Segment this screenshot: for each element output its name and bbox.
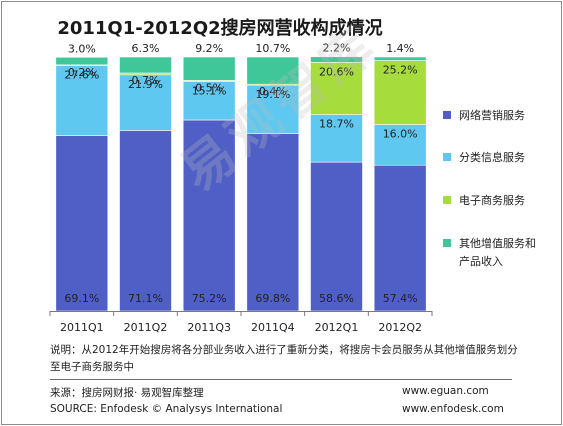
data-label: 69.8%	[255, 292, 290, 305]
data-label: 18.7%	[319, 118, 354, 131]
bar-segment	[373, 164, 427, 312]
data-label: 10.7%	[255, 42, 290, 55]
data-label: 6.3%	[132, 42, 160, 55]
bar-segment	[119, 130, 172, 312]
x-tick-label: 2011Q3	[187, 321, 231, 334]
legend-swatch	[443, 196, 451, 204]
bar-segment	[310, 56, 363, 63]
x-tick-label: 2012Q1	[315, 321, 359, 334]
x-tick-label: 2011Q1	[60, 321, 104, 334]
source-url-enfodesk: www.enfodesk.com	[402, 403, 504, 415]
data-label: 69.1%	[64, 292, 99, 305]
x-tick-label: 2011Q2	[124, 321, 168, 334]
data-label: 57.4%	[383, 292, 418, 305]
data-label: 3.0%	[68, 42, 96, 55]
chart-title: 2011Q1-2012Q2搜房网营收构成情况	[57, 18, 383, 39]
legend-label: 分类信息服务	[459, 150, 525, 164]
data-label: 0.7%	[132, 74, 160, 87]
x-tick-label: 2012Q2	[378, 321, 422, 334]
data-label: 0.5%	[195, 81, 223, 94]
data-label: 0.4%	[259, 85, 287, 98]
x-tick-label: 2011Q4	[251, 321, 295, 334]
data-label: 58.6%	[319, 292, 354, 305]
bar-segment	[246, 133, 300, 312]
footer-divider	[50, 379, 512, 380]
data-label: 27.6%	[64, 68, 99, 81]
data-label: 25.2%	[383, 64, 418, 77]
bar-segment	[182, 119, 236, 312]
legend-label: 电子商务服务	[459, 193, 525, 207]
source-cn: 来源：搜房网财报· 易观智库整理	[50, 387, 204, 399]
data-label: 0.2%	[68, 66, 96, 79]
data-label: 20.6%	[319, 65, 354, 78]
bar-segment	[55, 135, 109, 312]
bar-segment	[55, 56, 109, 66]
bar-segment	[55, 65, 109, 136]
bar-segment	[310, 62, 363, 115]
bar-segment	[182, 56, 236, 81]
chart-note: 说明：从2012年开始搜房将各分部业务收入进行了重新分类，将搜房卡会员服务从其他…	[50, 342, 550, 376]
bar-segment	[310, 114, 363, 163]
data-label: 9.2%	[195, 42, 223, 55]
bar-segment	[310, 161, 363, 312]
data-label: 1.4%	[386, 42, 414, 55]
data-label: 15.1%	[192, 85, 227, 98]
legend-label: 网络营销服务	[459, 108, 525, 122]
data-label: 75.2%	[192, 292, 227, 305]
bar-segment	[246, 84, 300, 135]
data-label: 71.1%	[128, 292, 163, 305]
source-en: SOURCE: Enfodesk © Analysys Internationa…	[50, 403, 283, 415]
data-label: 16.0%	[383, 128, 418, 141]
note-line-1: 说明：从2012年开始搜房将各分部业务收入进行了重新分类，将搜房卡会员服务从其他…	[50, 344, 518, 356]
bar-segment	[373, 56, 427, 61]
data-label: 21.9%	[128, 78, 163, 91]
legend-label: 产品收入	[459, 254, 503, 268]
legend-swatch	[443, 239, 451, 247]
bar-segment	[246, 56, 300, 85]
legend-swatch	[443, 111, 451, 119]
bar-segment	[373, 60, 427, 125]
legend-label: 其他增值服务和	[459, 236, 536, 250]
data-label: 2.2%	[323, 42, 351, 55]
note-line-2: 至电子商务服务中	[50, 361, 134, 373]
data-label: 19.1%	[255, 88, 290, 101]
bar-segment	[182, 81, 236, 121]
source-url-eguan: www.eguan.com	[402, 385, 489, 397]
bar-segment	[373, 124, 427, 166]
bar-segment	[119, 56, 172, 74]
legend-swatch	[443, 153, 451, 161]
